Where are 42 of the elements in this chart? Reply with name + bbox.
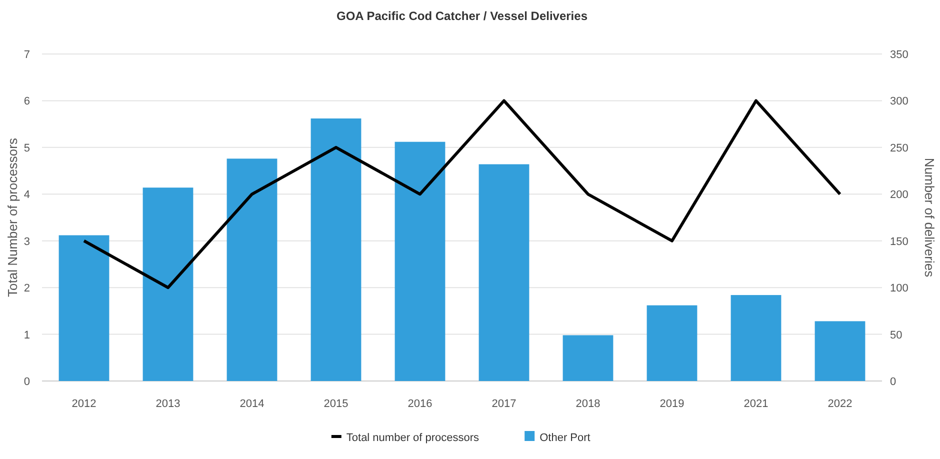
- y2-axis-title: Number of deliveries: [922, 158, 937, 278]
- x-tick-label: 2015: [324, 398, 348, 410]
- y2-tick-label: 0: [890, 376, 896, 388]
- bar: [310, 118, 362, 381]
- bar: [394, 142, 446, 381]
- bar: [646, 305, 698, 381]
- x-tick-label: 2019: [660, 398, 684, 410]
- y2-tick-label: 150: [890, 236, 908, 248]
- y2-tick-label: 250: [890, 142, 908, 154]
- y-tick-label: 2: [24, 282, 30, 295]
- legend-label: Total number of processors: [346, 432, 480, 444]
- x-tick-label: 2013: [156, 398, 180, 410]
- x-tick-label: 2016: [408, 398, 432, 410]
- chart-title: GOA Pacific Cod Catcher / Vessel Deliveries: [336, 9, 588, 23]
- bar: [730, 295, 782, 381]
- y-tick-label: 5: [24, 142, 30, 154]
- legend-label: Other Port: [540, 432, 590, 444]
- bar: [142, 188, 194, 381]
- x-tick-label: 2021: [744, 398, 768, 410]
- bar: [562, 335, 614, 381]
- y-tick-label: 7: [24, 49, 30, 61]
- x-tick-label: 2012: [72, 398, 96, 410]
- y2-tick-label: 50: [890, 329, 902, 342]
- y-tick-label: 3: [24, 236, 30, 248]
- y-tick-label: 4: [24, 189, 30, 202]
- bar: [478, 164, 530, 381]
- bar: [58, 235, 110, 381]
- x-tick-label: 2014: [240, 398, 264, 410]
- x-tick-label: 2017: [492, 398, 516, 410]
- y2-tick-label: 100: [890, 282, 908, 295]
- line-series: [82, 99, 842, 290]
- y2-tick-label: 200: [890, 189, 908, 202]
- y-tick-label: 0: [24, 376, 30, 388]
- y2-tick-label: 300: [890, 96, 908, 108]
- x-tick-label: 2022: [828, 398, 852, 410]
- y-tick-label: 6: [24, 96, 30, 108]
- x-tick-label: 2018: [576, 398, 600, 410]
- bar: [226, 158, 278, 381]
- y-axis-title: Total Number of processors: [5, 138, 20, 297]
- bar: [814, 321, 866, 381]
- y2-tick-label: 350: [890, 49, 908, 61]
- y-tick-label: 1: [24, 329, 30, 342]
